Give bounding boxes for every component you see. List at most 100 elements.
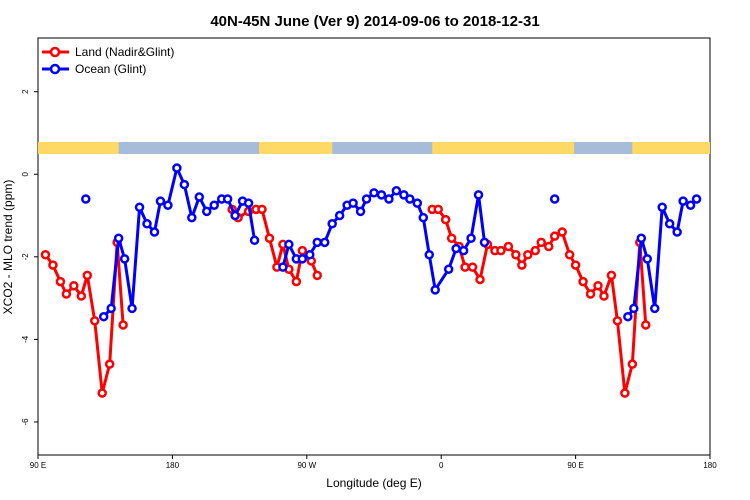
land-point [496, 245, 506, 256]
land-point [606, 270, 617, 281]
land-point [118, 320, 128, 330]
ocean-point [376, 190, 387, 200]
ocean-point [443, 264, 454, 274]
ocean-point [194, 192, 205, 202]
strip-land-segment [259, 142, 333, 154]
ocean-point [649, 303, 660, 314]
ocean-point [430, 285, 440, 295]
ocean-point [348, 198, 358, 208]
land-point [433, 204, 443, 215]
x-tick-label: 180 [703, 461, 717, 470]
land-point [82, 270, 93, 281]
land-point [61, 289, 72, 299]
land-point [104, 359, 115, 369]
ocean-point [243, 198, 254, 208]
y-axis-label: XCO2 - MLO trend (ppm) [1, 180, 15, 315]
land-point [291, 276, 302, 287]
land-point [312, 270, 323, 281]
ocean-line [626, 197, 698, 318]
ocean-point [106, 303, 116, 314]
land-point [599, 291, 609, 301]
land-point [523, 250, 533, 260]
ocean-point [312, 237, 323, 248]
land-point [40, 250, 51, 260]
land-point [511, 250, 521, 260]
land-ocean-strip [38, 142, 710, 154]
ocean-point [98, 311, 109, 322]
land-point [440, 214, 451, 225]
land-point [446, 233, 457, 243]
land-point [475, 274, 485, 285]
land-point [612, 316, 623, 326]
ocean-point [405, 194, 415, 204]
ocean-point [384, 194, 394, 204]
land-point [593, 280, 603, 291]
plot-frame [37, 37, 711, 456]
ocean-point [685, 200, 696, 210]
land-point [585, 289, 596, 299]
ocean-point [222, 194, 233, 204]
ocean-point [549, 194, 560, 204]
x-tick-label: 90 E [567, 461, 583, 470]
x-axis-label: Longitude (deg E) [326, 476, 421, 490]
ocean-point [284, 239, 294, 250]
ocean-point [412, 198, 423, 208]
land-point [543, 241, 554, 252]
ocean-point [458, 245, 469, 256]
legend-land-label: Land (Nadir&Glint) [75, 45, 174, 59]
ocean-point [451, 243, 461, 254]
ocean-point [479, 237, 490, 248]
ocean-point [319, 237, 330, 248]
land-point [627, 359, 638, 369]
y-axis: -6 -4 -2 0 2 [21, 89, 38, 426]
land-point [467, 262, 478, 272]
ocean-line [102, 166, 257, 318]
ocean-point [127, 303, 137, 314]
strip-ocean [38, 142, 710, 154]
land-point [564, 250, 575, 260]
y-tick-label: -2 [21, 253, 30, 261]
ocean-point [119, 254, 130, 264]
y-tick-label: -4 [21, 335, 30, 343]
x-tick-label: 180 [166, 461, 180, 470]
land-point [257, 204, 267, 215]
land-point [69, 280, 79, 291]
strip-land-segment [432, 142, 575, 154]
ocean-point [355, 206, 366, 217]
land-point [48, 260, 58, 270]
land-line [432, 207, 648, 395]
ocean-point [134, 202, 145, 213]
land-point [97, 388, 107, 398]
land-point [503, 241, 514, 252]
land-point [536, 237, 547, 248]
series-land [40, 204, 651, 398]
ocean-point [678, 196, 688, 206]
ocean-point [691, 194, 702, 204]
ocean-point [664, 219, 675, 229]
ocean-point [142, 219, 152, 229]
ocean-point [81, 194, 91, 204]
land-point [55, 276, 66, 287]
ocean-point [466, 233, 476, 243]
land-point [76, 291, 87, 301]
ocean-point [201, 206, 212, 217]
x-tick-label: 90 W [297, 461, 316, 470]
land-point [89, 316, 100, 326]
ocean-point [629, 303, 639, 314]
ocean-point [179, 179, 190, 190]
ocean-point [369, 188, 379, 198]
ocean-point [623, 311, 633, 322]
y-tick-label: 0 [21, 171, 30, 176]
land-point [264, 233, 275, 243]
ocean-point [473, 190, 484, 200]
legend: Land (Nadir&Glint) Ocean (Glint) [42, 45, 174, 76]
ocean-point [418, 212, 429, 223]
ocean-point [249, 235, 260, 246]
ocean-point [187, 212, 197, 223]
y-tick-label: 2 [21, 89, 30, 94]
x-axis: 90 E 180 90 W 0 90 E 180 [30, 455, 717, 470]
ocean-point [155, 196, 166, 206]
ocean-point [424, 250, 435, 260]
strip-land-segment [632, 142, 710, 154]
